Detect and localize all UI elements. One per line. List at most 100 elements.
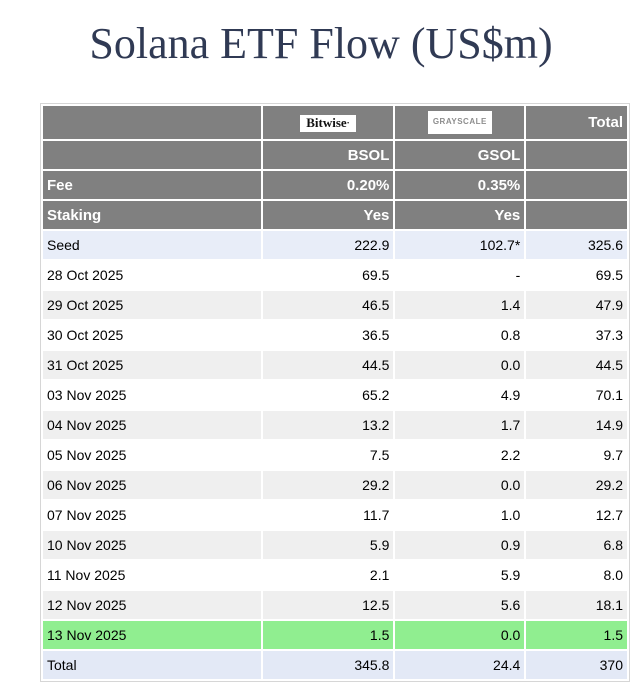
bsol-value: 12.5 <box>262 591 394 619</box>
table-row: 29 Oct 2025 46.5 1.4 47.9 <box>43 291 627 319</box>
row-label: 28 Oct 2025 <box>43 261 261 289</box>
total-value: 12.7 <box>526 501 627 529</box>
ticker-row-label <box>43 141 261 169</box>
total-value: 8.0 <box>526 561 627 589</box>
bsol-value: 46.5 <box>262 291 394 319</box>
ticker-row: BSOL GSOL <box>43 141 627 169</box>
bsol-value: 5.9 <box>262 531 394 559</box>
seed-row: Seed 222.9 102.7* 325.6 <box>43 231 627 259</box>
table-row: 30 Oct 2025 36.5 0.8 37.3 <box>43 321 627 349</box>
total-value: 9.7 <box>526 441 627 469</box>
staking-gsol: Yes <box>395 201 525 229</box>
bsol-value: 11.7 <box>262 501 394 529</box>
staking-total-empty <box>526 201 627 229</box>
bsol-value: 36.5 <box>262 321 394 349</box>
row-label: 07 Nov 2025 <box>43 501 261 529</box>
etf-flow-table: Bitwise· GRAYSCALE Total BSOL GSOL Fee 0… <box>40 103 630 682</box>
table-row: 10 Nov 2025 5.9 0.9 6.8 <box>43 531 627 559</box>
total-value: 37.3 <box>526 321 627 349</box>
gsol-value: 102.7* <box>395 231 525 259</box>
gsol-value: - <box>395 261 525 289</box>
bsol-value: 345.8 <box>262 651 394 679</box>
row-label: 13 Nov 2025 <box>43 621 261 649</box>
bsol-value: 13.2 <box>262 411 394 439</box>
gsol-value: 0.8 <box>395 321 525 349</box>
table-header: Bitwise· GRAYSCALE Total BSOL GSOL Fee 0… <box>43 106 627 229</box>
gsol-value: 1.7 <box>395 411 525 439</box>
table-row: 03 Nov 2025 65.2 4.9 70.1 <box>43 381 627 409</box>
row-label: Seed <box>43 231 261 259</box>
gsol-value: 5.6 <box>395 591 525 619</box>
total-value: 44.5 <box>526 351 627 379</box>
total-value: 47.9 <box>526 291 627 319</box>
staking-label: Staking <box>43 201 261 229</box>
gsol-value: 24.4 <box>395 651 525 679</box>
staking-row: Staking Yes Yes <box>43 201 627 229</box>
table-row: 04 Nov 2025 13.2 1.7 14.9 <box>43 411 627 439</box>
table-row: 06 Nov 2025 29.2 0.0 29.2 <box>43 471 627 499</box>
ticker-total-empty <box>526 141 627 169</box>
bitwise-logo: Bitwise· <box>300 114 356 132</box>
table-row: 12 Nov 2025 12.5 5.6 18.1 <box>43 591 627 619</box>
fee-total-empty <box>526 171 627 199</box>
ticker-gsol: GSOL <box>395 141 525 169</box>
table-row: 31 Oct 2025 44.5 0.0 44.5 <box>43 351 627 379</box>
gsol-value: 0.0 <box>395 351 525 379</box>
row-label: 03 Nov 2025 <box>43 381 261 409</box>
row-label: 31 Oct 2025 <box>43 351 261 379</box>
logo-row: Bitwise· GRAYSCALE Total <box>43 106 627 139</box>
fee-row: Fee 0.20% 0.35% <box>43 171 627 199</box>
gsol-value: 5.9 <box>395 561 525 589</box>
bsol-value: 44.5 <box>262 351 394 379</box>
gsol-value: 1.4 <box>395 291 525 319</box>
total-value: 29.2 <box>526 471 627 499</box>
grayscale-logo-cell: GRAYSCALE <box>395 106 525 139</box>
row-label: 29 Oct 2025 <box>43 291 261 319</box>
row-label: 10 Nov 2025 <box>43 531 261 559</box>
grayscale-logo: GRAYSCALE <box>427 111 492 134</box>
row-label: 11 Nov 2025 <box>43 561 261 589</box>
fee-gsol: 0.35% <box>395 171 525 199</box>
gsol-value: 1.0 <box>395 501 525 529</box>
table-row: 07 Nov 2025 11.7 1.0 12.7 <box>43 501 627 529</box>
bitwise-logo-mark: · <box>346 117 350 128</box>
staking-bsol: Yes <box>262 201 394 229</box>
table-body: Seed 222.9 102.7* 325.6 28 Oct 2025 69.5-69.5… <box>43 231 627 679</box>
gsol-value: 0.0 <box>395 471 525 499</box>
bsol-value: 7.5 <box>262 441 394 469</box>
row-label: 05 Nov 2025 <box>43 441 261 469</box>
total-value: 69.5 <box>526 261 627 289</box>
total-value: 6.8 <box>526 531 627 559</box>
table-row: 05 Nov 2025 7.5 2.2 9.7 <box>43 441 627 469</box>
gsol-value: 2.2 <box>395 441 525 469</box>
table-row: 28 Oct 2025 69.5-69.5 <box>43 261 627 289</box>
corner-cell <box>43 106 261 139</box>
fee-bsol: 0.20% <box>262 171 394 199</box>
total-value: 70.1 <box>526 381 627 409</box>
total-value: 1.5 <box>526 621 627 649</box>
row-label: Total <box>43 651 261 679</box>
row-label: 04 Nov 2025 <box>43 411 261 439</box>
table-row: 11 Nov 2025 2.1 5.9 8.0 <box>43 561 627 589</box>
bsol-value: 29.2 <box>262 471 394 499</box>
gsol-value: 0.9 <box>395 531 525 559</box>
gsol-value: 4.9 <box>395 381 525 409</box>
row-label: 12 Nov 2025 <box>43 591 261 619</box>
table-row: 13 Nov 2025 1.5 0.0 1.5 <box>43 621 627 649</box>
row-label: 06 Nov 2025 <box>43 471 261 499</box>
page-title: Solana ETF Flow (US$m) <box>89 19 553 68</box>
total-row: Total 345.8 24.4 370 <box>43 651 627 679</box>
fee-label: Fee <box>43 171 261 199</box>
row-label: 30 Oct 2025 <box>43 321 261 349</box>
bsol-value: 1.5 <box>262 621 394 649</box>
total-value: 325.6 <box>526 231 627 259</box>
total-value: 370 <box>526 651 627 679</box>
gsol-value: 0.0 <box>395 621 525 649</box>
ticker-bsol: BSOL <box>262 141 394 169</box>
bsol-value: 69.5 <box>262 261 394 289</box>
bitwise-logo-cell: Bitwise· <box>262 106 394 139</box>
total-value: 18.1 <box>526 591 627 619</box>
total-value: 14.9 <box>526 411 627 439</box>
bsol-value: 222.9 <box>262 231 394 259</box>
